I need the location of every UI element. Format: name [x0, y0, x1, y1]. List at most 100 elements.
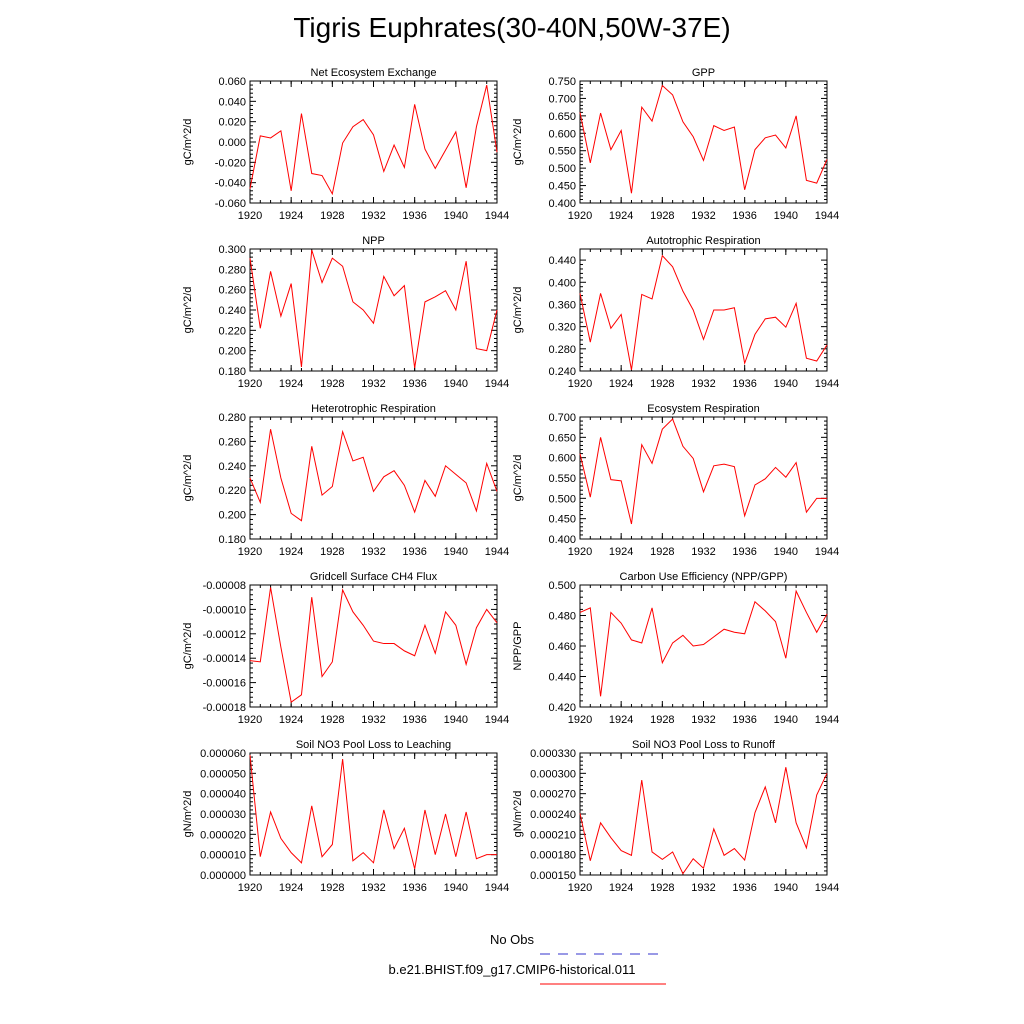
- y-tick-label: 0.550: [548, 473, 576, 485]
- y-tick-label: 0.700: [548, 93, 576, 105]
- x-tick-label: 1944: [815, 714, 839, 726]
- y-axis-label: gC/m^2/d: [512, 119, 524, 166]
- y-axis-label: gC/m^2/d: [512, 455, 524, 502]
- x-tick-label: 1928: [650, 378, 674, 390]
- x-tick-label: 1940: [444, 882, 468, 894]
- x-tick-label: 1936: [402, 546, 426, 558]
- y-tick-label: 0.000330: [530, 748, 576, 760]
- x-tick-label: 1928: [320, 546, 344, 558]
- y-tick-label: -0.060: [215, 198, 246, 210]
- x-tick-label: 1944: [485, 546, 509, 558]
- x-tick-label: 1924: [279, 714, 303, 726]
- y-axis-label: gC/m^2/d: [512, 287, 524, 334]
- panel-title: Soil NO3 Pool Loss to Runoff: [632, 739, 776, 751]
- x-tick-label: 1936: [402, 882, 426, 894]
- y-tick-label: 0.400: [548, 277, 576, 289]
- panel-title: Heterotrophic Respiration: [311, 403, 436, 415]
- x-tick-label: 1932: [691, 378, 715, 390]
- x-tick-label: 1924: [279, 882, 303, 894]
- y-tick-label: 0.220: [218, 325, 246, 337]
- plot-frame: [249, 248, 498, 372]
- y-tick-label: 0.000150: [530, 870, 576, 882]
- y-tick-label: 0.750: [548, 76, 576, 88]
- y-tick-label: 0.260: [218, 285, 246, 297]
- x-tick-label: 1940: [444, 546, 468, 558]
- chart-panel-3: NPP gC/m^2/d 1920 1924 1928 1932 1936 1940 1944 0…: [182, 235, 509, 390]
- y-tick-label: 0.000060: [200, 748, 246, 760]
- x-tick-label: 1920: [238, 378, 262, 390]
- plot-frame: [579, 584, 828, 708]
- y-tick-label: 0.420: [548, 702, 576, 714]
- x-tick-label: 1932: [361, 714, 385, 726]
- x-tick-label: 1924: [279, 210, 303, 222]
- legend-obs-label: No Obs: [489, 932, 535, 947]
- panel-title: GPP: [692, 67, 715, 79]
- y-tick-label: 0.280: [548, 344, 576, 356]
- plot-frame: [579, 752, 828, 876]
- x-tick-label: 1940: [774, 210, 798, 222]
- y-tick-label: 0.360: [548, 299, 576, 311]
- x-tick-label: 1928: [320, 714, 344, 726]
- x-tick-label: 1940: [444, 378, 468, 390]
- x-tick-label: 1944: [485, 882, 509, 894]
- x-tick-label: 1944: [815, 378, 839, 390]
- x-tick-label: 1924: [279, 378, 303, 390]
- series-line: [249, 587, 498, 703]
- panel-title: Carbon Use Efficiency (NPP/GPP): [620, 571, 788, 583]
- series-line: [249, 84, 498, 196]
- panel-title: NPP: [362, 235, 385, 247]
- legend-obs-swatch: [540, 953, 666, 955]
- y-tick-label: 0.000000: [200, 870, 246, 882]
- y-tick-label: 0.260: [218, 436, 246, 448]
- page-title: Tigris Euphrates(30-40N,50W-37E): [293, 12, 731, 43]
- y-tick-label: 0.440: [548, 672, 576, 684]
- chart-panel-10: Soil NO3 Pool Loss to Runoff gN/m^2/d 1920…: [512, 739, 839, 894]
- y-tick-label: 0.220: [218, 485, 246, 497]
- series-line: [579, 589, 828, 697]
- y-tick-label: 0.450: [548, 514, 576, 526]
- series-line: [579, 418, 827, 525]
- y-tick-label: 0.500: [548, 493, 576, 505]
- panel-title: Soil NO3 Pool Loss to Leaching: [296, 739, 451, 751]
- x-tick-label: 1936: [732, 210, 756, 222]
- x-tick-label: 1932: [361, 546, 385, 558]
- y-tick-label: 0.000180: [530, 850, 576, 862]
- series-line: [579, 254, 828, 370]
- x-tick-label: 1940: [774, 546, 798, 558]
- y-tick-label: 0.000240: [530, 809, 576, 821]
- x-tick-label: 1944: [485, 378, 509, 390]
- x-tick-label: 1932: [691, 714, 715, 726]
- x-tick-label: 1932: [361, 882, 385, 894]
- x-tick-label: 1920: [568, 378, 592, 390]
- chart-panel-6: Ecosystem Respiration gC/m^2/d 1920 1924 192…: [512, 403, 839, 558]
- y-tick-label: 0.000: [218, 137, 246, 149]
- y-tick-label: 0.000010: [200, 850, 246, 862]
- y-tick-label: 0.200: [218, 510, 246, 522]
- x-tick-label: 1932: [691, 546, 715, 558]
- y-tick-label: 0.600: [548, 128, 576, 140]
- x-tick-label: 1936: [402, 378, 426, 390]
- series-line: [249, 429, 498, 522]
- x-tick-label: 1944: [485, 210, 509, 222]
- x-tick-label: 1936: [732, 378, 756, 390]
- x-tick-label: 1928: [650, 210, 674, 222]
- y-tick-label: 0.480: [548, 611, 576, 623]
- y-tick-label: 0.320: [548, 322, 576, 334]
- y-tick-label: 0.600: [548, 453, 576, 465]
- y-tick-label: 0.650: [548, 432, 576, 444]
- y-tick-label: 0.240: [218, 305, 246, 317]
- y-tick-label: 0.000300: [530, 768, 576, 780]
- x-tick-label: 1928: [320, 378, 344, 390]
- x-tick-label: 1940: [774, 378, 798, 390]
- series-line: [579, 84, 828, 194]
- y-axis-label: NPP/GPP: [512, 622, 524, 671]
- x-tick-label: 1928: [650, 882, 674, 894]
- x-tick-label: 1944: [815, 210, 839, 222]
- x-tick-label: 1932: [691, 210, 715, 222]
- y-tick-label: 0.180: [218, 534, 246, 546]
- x-tick-label: 1932: [691, 882, 715, 894]
- x-tick-label: 1920: [238, 714, 262, 726]
- x-tick-label: 1920: [568, 714, 592, 726]
